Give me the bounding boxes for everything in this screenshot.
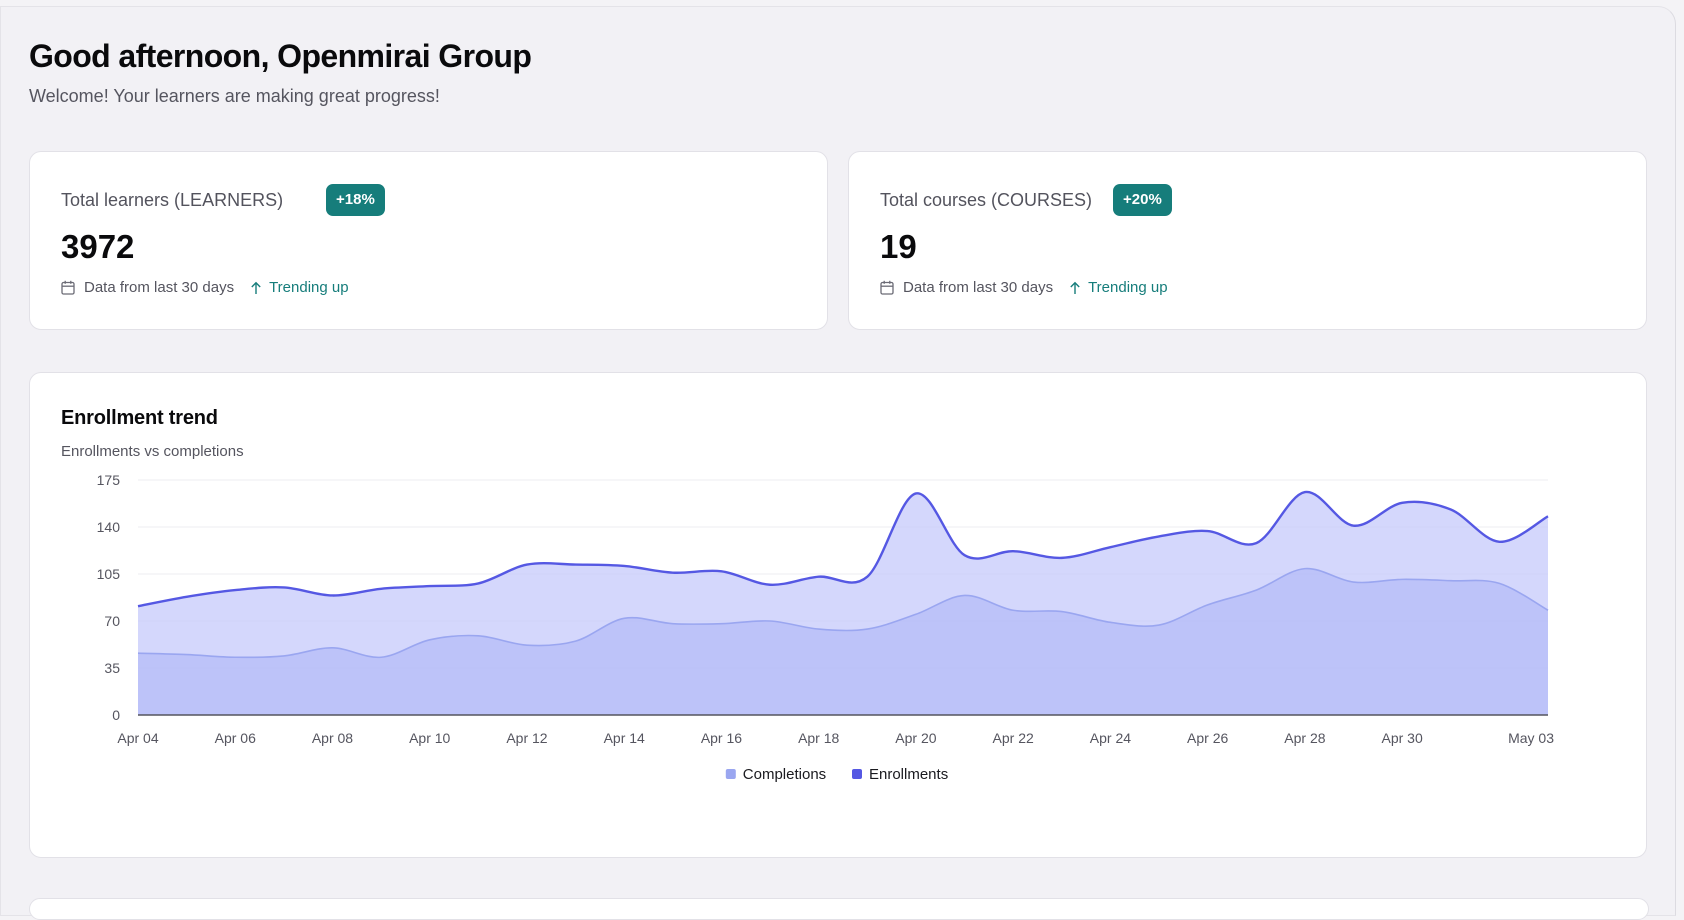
x-tick-label: Apr 04	[117, 730, 158, 746]
chart-subtitle: Enrollments vs completions	[61, 443, 244, 460]
x-tick-label: Apr 12	[506, 730, 547, 746]
trend-text: Trending up	[1088, 279, 1168, 296]
stat-value-learners: 3972	[61, 228, 135, 265]
x-tick-label: Apr 18	[798, 730, 839, 746]
enrollment-trend-chart: 0 35 70 105 140 175 Apr 04 Apr 06 Apr 08 Apr 10 Ap…	[97, 472, 1555, 783]
y-tick-label: 140	[97, 519, 121, 535]
y-tick-label: 105	[97, 566, 121, 582]
y-tick-label: 175	[97, 472, 121, 488]
x-tick-label: Apr 22	[993, 730, 1034, 746]
stat-label-learners: Total learners (LEARNERS)	[61, 190, 284, 210]
x-tick-label: Apr 10	[409, 730, 450, 746]
calendar-icon	[880, 280, 894, 295]
stat-value-courses: 19	[880, 228, 917, 265]
legend-swatch-enrollments	[852, 769, 862, 779]
x-tick-label: Apr 30	[1382, 730, 1423, 746]
learners-stat-card: Total learners (LEARNERS) +18% 3972 Data…	[29, 151, 828, 330]
chart-title: Enrollment trend	[61, 407, 218, 429]
x-tick-label: Apr 06	[215, 730, 256, 746]
x-tick-label: Apr 16	[701, 730, 742, 746]
welcome-message: Welcome! Your learners are making great …	[29, 86, 440, 106]
area-completions	[138, 568, 1548, 715]
trend-indicator: Trending up	[250, 279, 349, 296]
legend-label-completions: Completions	[743, 766, 826, 783]
page-title: Good afternoon, Openmirai Group	[29, 38, 532, 74]
legend-label-enrollments: Enrollments	[869, 766, 948, 783]
arrow-up-icon	[251, 281, 261, 294]
arrow-up-icon	[1070, 281, 1080, 294]
y-tick-label: 70	[104, 613, 120, 629]
line-enrollments	[137, 490, 1549, 608]
stat-meta-text: Data from last 30 days	[84, 279, 235, 296]
line-completions	[137, 567, 1549, 659]
courses-stat-card: Total courses (COURSES) +20% 19 Data fro…	[848, 151, 1647, 330]
x-tick-label: Apr 20	[895, 730, 936, 746]
status-badge-learners: +18%	[326, 184, 385, 216]
stat-meta-text: Data from last 30 days	[903, 279, 1054, 296]
x-tick-label: Apr 08	[312, 730, 353, 746]
x-tick-label: Apr 24	[1090, 730, 1131, 746]
calendar-icon	[61, 280, 75, 295]
y-tick-label: 0	[112, 707, 120, 723]
trend-text: Trending up	[269, 279, 349, 296]
x-tick-label: Apr 26	[1187, 730, 1228, 746]
x-tick-label: Apr 28	[1284, 730, 1325, 746]
stat-meta-courses: Data from last 30 days Trending up	[880, 279, 1168, 296]
next-card	[29, 898, 1649, 920]
legend-swatch-completions	[725, 769, 736, 779]
y-tick-label: 35	[104, 660, 120, 676]
x-tick-label: May 03	[1508, 730, 1554, 746]
stat-meta-learners: Data from last 30 days Trending up	[61, 279, 349, 296]
x-tick-label: Apr 14	[604, 730, 645, 746]
stat-label-courses: Total courses (COURSES)	[880, 190, 1093, 210]
trend-indicator: Trending up	[1069, 279, 1168, 296]
status-badge-courses: +20%	[1113, 184, 1172, 216]
enrollment-trend-card: Enrollment trend Enrollments vs completi…	[29, 372, 1647, 858]
